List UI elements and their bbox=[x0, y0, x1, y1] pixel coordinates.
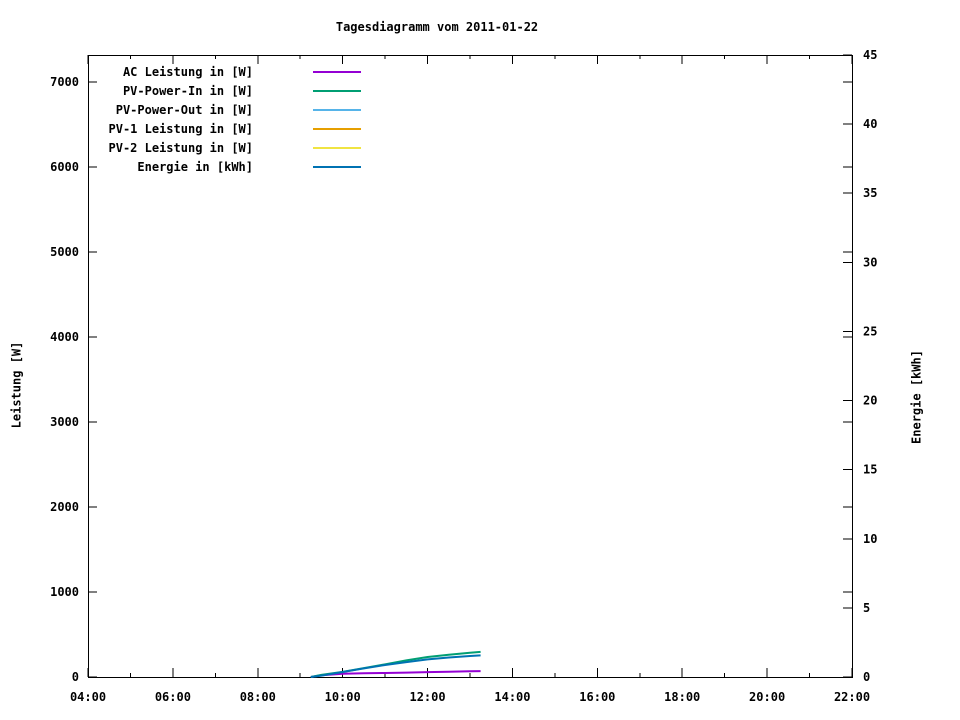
legend-label-pv-2-leistung-in-w: PV-2 Leistung in [W] bbox=[109, 141, 254, 155]
y-left-tick-label: 1000 bbox=[50, 585, 79, 599]
legend-label-pv-power-out-in-w: PV-Power-Out in [W] bbox=[116, 103, 253, 117]
y-right-tick-label: 10 bbox=[863, 532, 877, 546]
x-tick-label: 08:00 bbox=[240, 690, 276, 704]
x-tick-label: 04:00 bbox=[70, 690, 106, 704]
y-right-tick-label: 5 bbox=[863, 601, 870, 615]
y-left-tick-label: 3000 bbox=[50, 415, 79, 429]
x-tick-label: 12:00 bbox=[409, 690, 445, 704]
legend-entry-pv-power-out-in-w: PV-Power-Out in [W] bbox=[116, 103, 361, 117]
y-left-tick-label: 2000 bbox=[50, 500, 79, 514]
legend-label-pv-power-in-in-w: PV-Power-In in [W] bbox=[123, 84, 253, 98]
y-right-tick-label: 40 bbox=[863, 117, 877, 131]
y-right-tick-label: 20 bbox=[863, 394, 877, 408]
x-tick-label: 18:00 bbox=[664, 690, 700, 704]
x-axis: 04:00 06:00 08:00 10:00 12:00 14:00 16:00 18:00… bbox=[70, 55, 870, 704]
y-right-tick-label: 45 bbox=[863, 48, 877, 62]
x-tick-label: 10:00 bbox=[325, 690, 361, 704]
x-tick-label: 22:00 bbox=[834, 690, 870, 704]
chart-title: Tagesdiagramm vom 2011-01-22 bbox=[335, 20, 539, 34]
legend-label-pv-1-leistung-in-w: PV-1 Leistung in [W] bbox=[109, 122, 254, 136]
legend-entry-pv-2-leistung-in-w: PV-2 Leistung in [W] bbox=[109, 141, 361, 155]
y-left-tick-label: 6000 bbox=[50, 160, 79, 174]
y-left-axis-title: Leistung [W] bbox=[9, 341, 24, 429]
series bbox=[310, 650, 481, 678]
legend-entry-pv-power-in-in-w: PV-Power-In in [W] bbox=[123, 84, 361, 98]
legend: AC Leistung in [W] PV-Power-In in [W] PV-P… bbox=[109, 65, 361, 174]
y-left-tick-label: 0 bbox=[72, 670, 79, 684]
x-tick-label: 20:00 bbox=[749, 690, 785, 704]
y-left-tick-label: 5000 bbox=[50, 245, 79, 259]
legend-entry-pv-1-leistung-in-w: PV-1 Leistung in [W] bbox=[109, 122, 361, 136]
series-line-energie-in-kwh bbox=[310, 654, 481, 678]
y-right-tick-label: 15 bbox=[863, 463, 877, 477]
x-tick-label: 16:00 bbox=[579, 690, 615, 704]
y-right-tick-label: 25 bbox=[863, 324, 877, 338]
x-tick-label: 14:00 bbox=[494, 690, 530, 704]
legend-label-ac-leistung-in-w: AC Leistung in [W] bbox=[123, 65, 253, 79]
y-left-axis: 0 1000 2000 3000 4000 5000 6000 7000 bbox=[50, 75, 852, 684]
y-right-axis-title: Energie [kWh] bbox=[909, 350, 924, 444]
x-tick-label: 06:00 bbox=[155, 690, 191, 704]
y-right-tick-label: 0 bbox=[863, 670, 870, 684]
legend-entry-ac-leistung-in-w: AC Leistung in [W] bbox=[123, 65, 361, 79]
y-right-tick-label: 35 bbox=[863, 186, 877, 200]
legend-label-energie-in-kwh: Energie in [kWh] bbox=[137, 160, 253, 174]
legend-entry-energie-in-kwh: Energie in [kWh] bbox=[137, 160, 361, 174]
y-left-tick-label: 4000 bbox=[50, 330, 79, 344]
y-right-axis: 0 5 10 15 20 25 30 35 40 45 bbox=[843, 48, 877, 684]
y-right-tick-label: 30 bbox=[863, 255, 877, 269]
y-left-tick-label: 7000 bbox=[50, 75, 79, 89]
